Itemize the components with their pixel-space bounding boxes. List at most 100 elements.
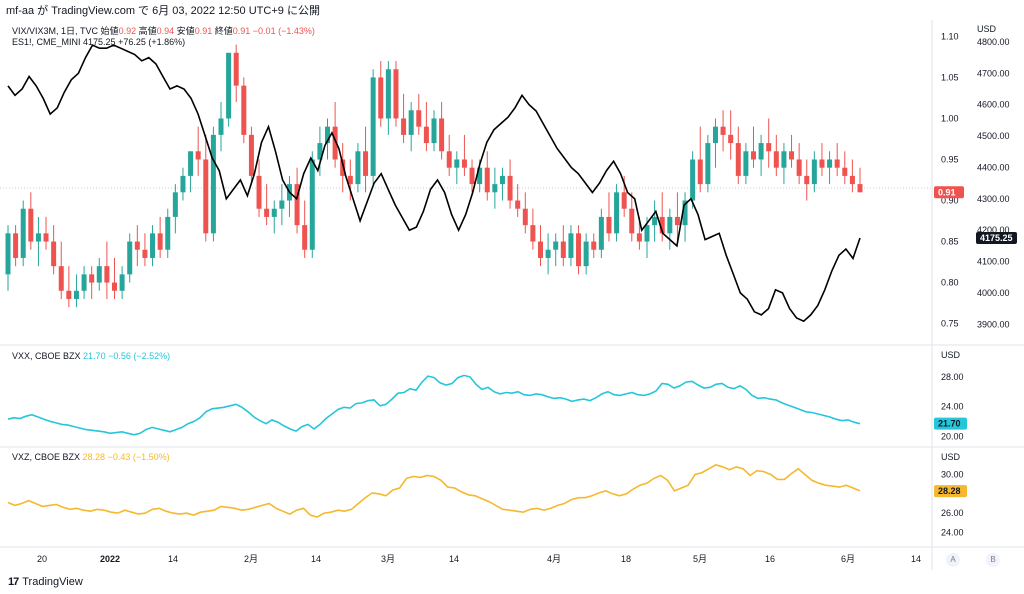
es-tick-label: 4600.00: [977, 100, 1010, 110]
candle-body: [195, 151, 201, 160]
time-label: 16: [765, 554, 775, 564]
candle-body: [408, 110, 414, 135]
candle-body: [332, 126, 338, 160]
candle-body: [317, 143, 323, 160]
legend-close-label: 終値: [214, 26, 233, 36]
candle-body: [134, 241, 140, 250]
auto-scale-button[interactable]: A: [946, 553, 960, 567]
vxz-line: [7, 464, 861, 518]
candle-body: [401, 118, 407, 135]
time-label: 2022: [100, 554, 120, 564]
candle-body: [157, 233, 163, 250]
candle-body: [218, 118, 224, 135]
candle-body: [614, 192, 620, 234]
legend-main-line2: ES1!, CME_MINI 4175.25 +76.25 (+1.86%): [12, 37, 185, 47]
candle-body: [271, 208, 277, 217]
legend-main-line1: VIX/VIX3M, 1日, TVC 始値0.92 高値0.94 安値0.91 …: [12, 24, 315, 37]
vxz-tick-label: 30.00: [941, 470, 964, 480]
candle-body: [712, 126, 718, 144]
candle-body: [652, 216, 658, 226]
ratio-tick-label: 1.05: [941, 72, 959, 82]
ratio-tick-label: 0.80: [941, 278, 959, 288]
candle-body: [598, 216, 604, 250]
es-last-value: 4175.25: [980, 233, 1013, 243]
time-label: 18: [621, 554, 631, 564]
candle-body: [773, 151, 779, 168]
legend-high: 0.94: [156, 26, 175, 36]
candle-body: [241, 85, 247, 135]
es-tick-label: 4000.00: [977, 288, 1010, 298]
candle-body: [834, 159, 840, 168]
legend-low-label: 安値: [176, 26, 195, 36]
candle-body: [530, 225, 536, 242]
vxx-tick-label: 28.00: [941, 372, 964, 382]
es-tick-label: 3900.00: [977, 319, 1010, 329]
legend-vxx-value: 21.70: [83, 351, 106, 361]
ratio-tick-label: 1.00: [941, 113, 959, 123]
candle-body: [735, 143, 741, 176]
ratio-tick-label: 0.90: [941, 196, 959, 206]
legend-symbol: VIX/VIX3M, 1日, TVC: [12, 26, 99, 36]
candle-body: [766, 143, 772, 152]
candle-body: [96, 266, 102, 283]
legend-vxz-change: −0.43 (−1.50%): [107, 452, 170, 462]
candle-body: [127, 241, 133, 275]
legend-vxx: VXX, CBOE BZX 21.70 −0.56 (−2.52%): [12, 351, 170, 361]
candle-body: [819, 159, 825, 168]
page-title: mf-aa が TradingView.com で 6月 03, 2022 12…: [6, 5, 320, 17]
candle-body: [606, 216, 612, 234]
candle-body: [636, 233, 642, 242]
candle-body: [112, 282, 117, 291]
candle-body: [857, 184, 863, 193]
candle-body: [720, 126, 726, 135]
candle-body: [81, 274, 87, 291]
b-button[interactable]: B: [986, 553, 1000, 567]
candle-body: [172, 192, 178, 217]
candle-body: [667, 216, 673, 234]
usd-label-vxz: USD: [941, 452, 961, 462]
candle-body: [842, 167, 848, 176]
legend-high-label: 高値: [138, 26, 157, 36]
candle-body: [104, 266, 110, 283]
candle-body: [568, 233, 574, 258]
vxx-tick-label: 24.00: [941, 402, 964, 412]
time-label: 3月: [381, 554, 395, 564]
vxx-tick-label: 20.00: [941, 431, 964, 441]
candle-body: [591, 241, 597, 250]
candle-body: [705, 143, 711, 185]
candle-body: [811, 159, 817, 185]
time-label: 14: [168, 554, 178, 564]
es-tick-label: 4300.00: [977, 194, 1010, 204]
candle-body: [827, 159, 833, 168]
tradingview-logo-icon: 17: [8, 576, 19, 588]
vxz-last-value-bg: [934, 485, 967, 498]
legend-vxx-symbol: VXX, CBOE BZX: [12, 351, 81, 361]
candle-body: [553, 241, 559, 250]
candle-body: [58, 266, 64, 291]
candle-body: [446, 151, 452, 168]
candle-body: [492, 184, 498, 193]
candle-body: [515, 200, 521, 209]
candle-body: [203, 159, 209, 234]
candle-body: [28, 208, 34, 242]
candle-body: [89, 274, 95, 283]
candle-body: [431, 118, 437, 144]
candle-body: [439, 118, 445, 152]
time-label: 2月: [244, 554, 258, 564]
candle-body: [804, 175, 810, 185]
legend-es-symbol: ES1!, CME_MINI: [12, 37, 81, 47]
candle-body: [248, 134, 254, 176]
ratio-tick-label: 0.95: [941, 154, 959, 164]
time-label: 14: [911, 554, 921, 564]
candle-body: [477, 167, 483, 185]
ratio-last-value: 0.91: [938, 187, 956, 197]
candle-body: [454, 159, 460, 168]
es-tick-label: 4800.00: [977, 37, 1010, 47]
brand[interactable]: 17 TradingView: [8, 576, 83, 588]
candle-body: [226, 52, 232, 119]
candle-body: [796, 159, 802, 176]
vxx-line: [7, 374, 861, 436]
candle-body: [499, 175, 505, 185]
legend-low: 0.91: [194, 26, 213, 36]
